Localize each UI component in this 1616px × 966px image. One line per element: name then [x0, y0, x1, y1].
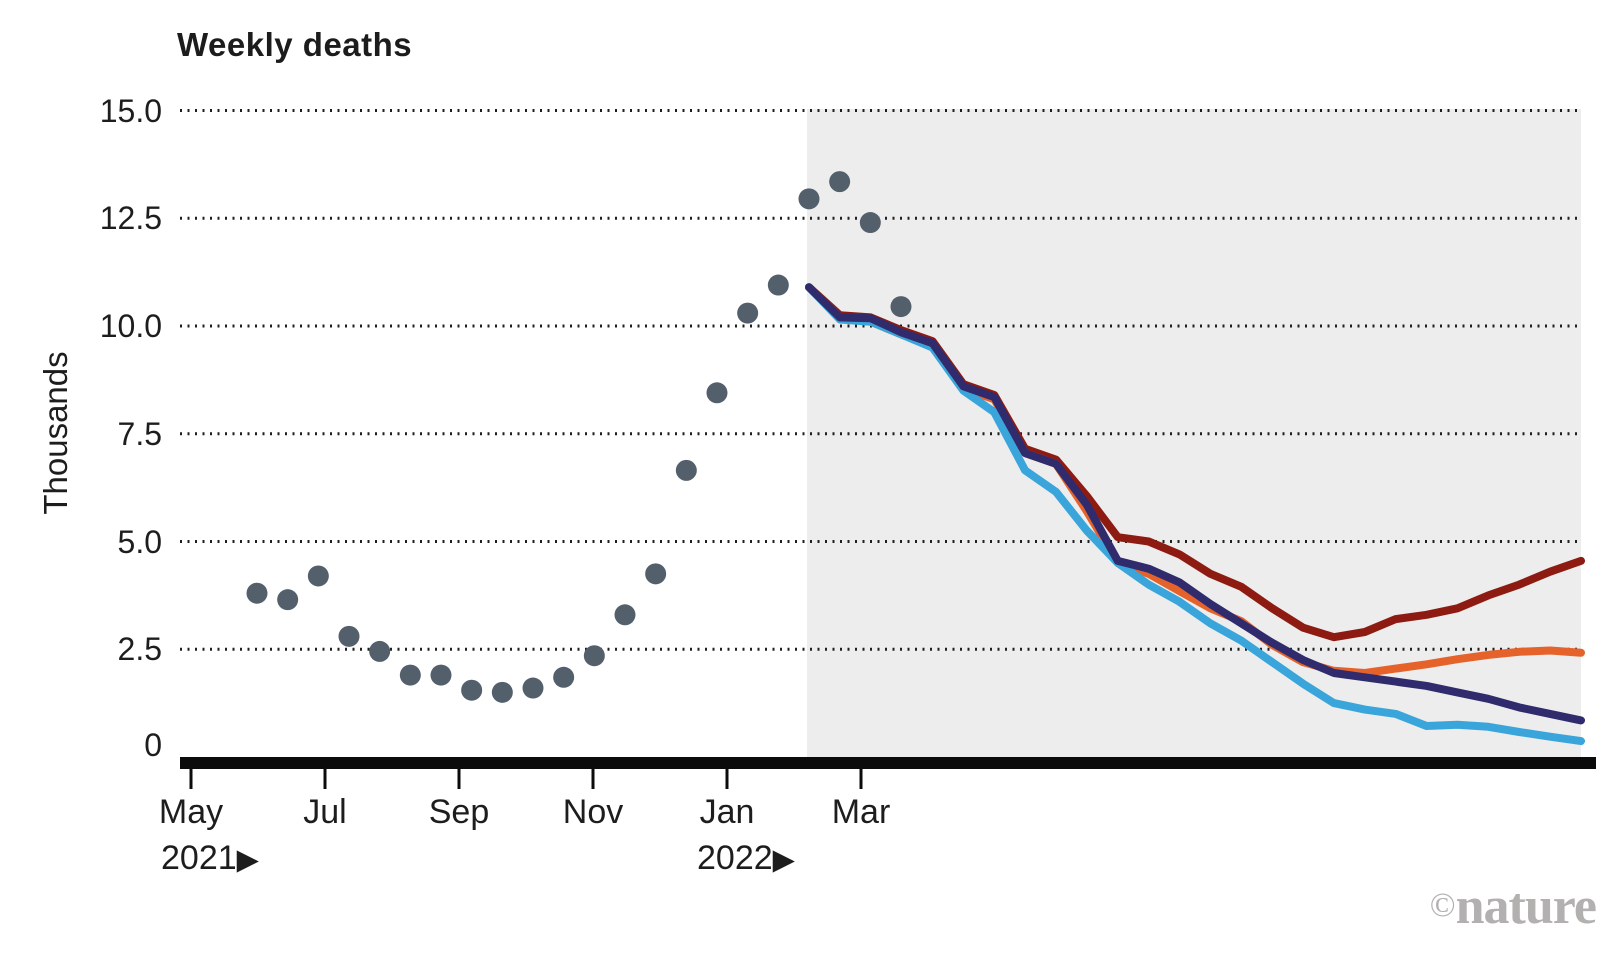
x-year-label-2022: 2022▶	[697, 838, 795, 878]
x-tick-label-may: May	[158, 793, 224, 831]
data-point	[859, 212, 881, 234]
x-tick-label-mar: Mar	[831, 793, 891, 831]
data-point	[706, 382, 728, 404]
x-tick-label-jul: Jul	[303, 793, 347, 831]
y-tick-label-10.0: 10.0	[99, 308, 162, 344]
data-point	[399, 664, 421, 686]
data-point	[307, 565, 329, 587]
data-point	[553, 666, 575, 688]
year-label: 2022	[697, 839, 773, 877]
x-tick-nov	[591, 769, 595, 789]
data-point	[675, 459, 697, 481]
data-point	[491, 681, 513, 703]
data-point	[430, 664, 452, 686]
data-point	[829, 171, 851, 193]
data-point	[369, 640, 391, 662]
year-arrow-icon: ▶	[236, 844, 259, 876]
y-tick-label-5.0: 5.0	[117, 523, 162, 560]
x-tick-jan	[725, 769, 729, 789]
year-arrow-icon: ▶	[772, 844, 795, 876]
data-point	[583, 645, 605, 667]
data-point	[890, 296, 912, 318]
x-tick-label-sep: Sep	[428, 793, 490, 831]
x-axis-line	[180, 757, 1596, 769]
x-year-label-2021: 2021▶	[161, 838, 259, 878]
data-point	[645, 563, 667, 585]
data-point	[767, 274, 789, 296]
data-point	[338, 625, 360, 647]
data-point	[522, 677, 544, 699]
x-tick-mar	[859, 769, 863, 789]
data-point	[461, 679, 483, 701]
data-point	[246, 582, 268, 604]
x-tick-sep	[457, 769, 461, 789]
x-tick-jul	[323, 769, 327, 789]
chart-title: Weekly deaths	[177, 26, 413, 63]
y-tick-label-15.0: 15.0	[99, 92, 162, 129]
y-tick-label-7.5: 7.5	[117, 415, 162, 452]
data-point	[614, 604, 636, 626]
nature-credit: ©nature	[1429, 877, 1597, 936]
year-label: 2021	[161, 839, 237, 877]
copyright-icon: ©	[1429, 887, 1456, 924]
data-point	[737, 302, 759, 324]
data-point	[798, 188, 820, 210]
x-tick-label-nov: Nov	[562, 793, 624, 831]
navy-line	[805, 283, 1585, 725]
y-tick-label-2.5: 2.5	[117, 631, 162, 668]
x-tick-may	[189, 769, 193, 789]
y-tick-label-0: 0	[144, 727, 162, 763]
nature-wordmark: nature	[1455, 878, 1597, 935]
y-tick-label-12.5: 12.5	[99, 200, 162, 237]
data-point	[277, 589, 299, 611]
x-tick-label-jan: Jan	[699, 793, 755, 831]
